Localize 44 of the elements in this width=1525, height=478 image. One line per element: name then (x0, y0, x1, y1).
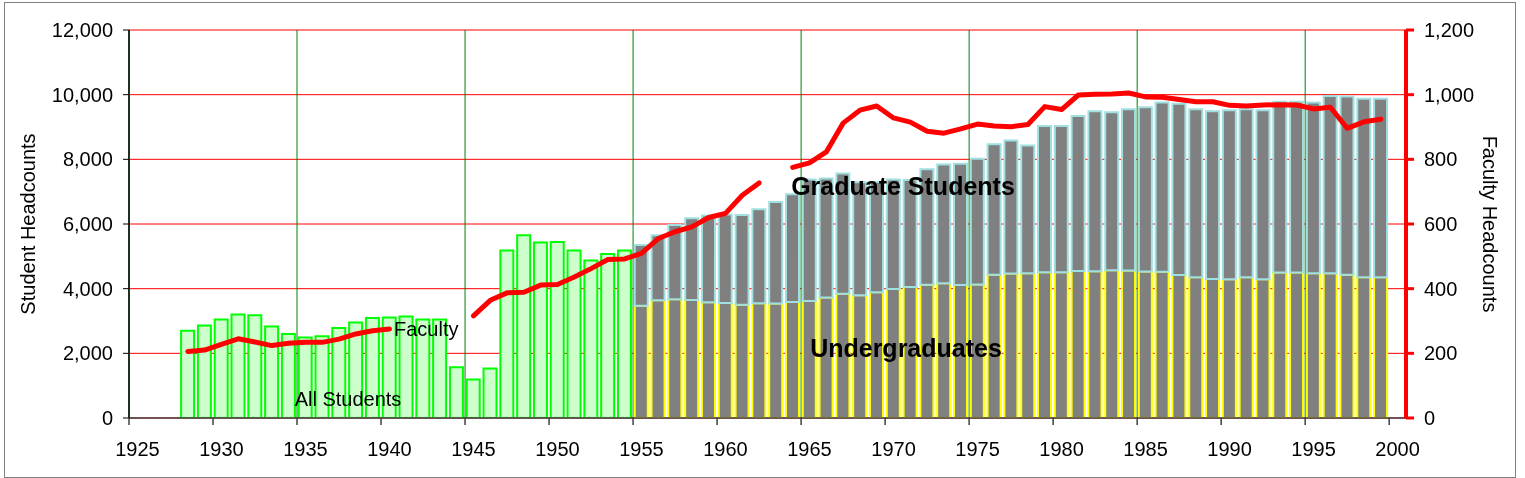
bar (616, 249, 632, 418)
bar (264, 325, 280, 418)
x-tick-label: 1955 (619, 438, 664, 460)
x-tick-label: 1965 (787, 438, 832, 460)
x-tick-label: 2000 (1375, 438, 1420, 460)
y2-tick-label: 200 (1424, 342, 1458, 365)
bar (180, 329, 196, 418)
x-tick-label: 1975 (955, 438, 1000, 460)
bar (549, 241, 565, 418)
y-tick-label: 10,000 (51, 83, 113, 106)
y2-tick-label: 800 (1424, 148, 1458, 171)
x-tick-label: 1970 (871, 438, 916, 460)
bar (516, 234, 532, 418)
y-tick-label: 8,000 (62, 148, 113, 171)
y2-tick-label: 0 (1424, 407, 1436, 429)
x-tick-label: 1985 (1123, 438, 1168, 460)
y-axis-title: Student Headcounts (17, 133, 39, 315)
bar (280, 332, 296, 418)
x-tick-label: 1935 (283, 438, 328, 460)
y-tick-label: 12,000 (51, 19, 113, 42)
x-tick-label: 1990 (1207, 438, 1252, 460)
y2-axis-title: Faculty Headcounts (1479, 135, 1501, 313)
x-tick-label: 1950 (535, 438, 580, 460)
y-tick-label: 0 (101, 407, 113, 430)
y2-tick-label: 1,200 (1424, 19, 1475, 41)
y-tick-label: 2,000 (62, 342, 113, 365)
bar (247, 314, 263, 418)
y-tick-label: 6,000 (62, 213, 113, 236)
x-tick-label: 1960 (703, 438, 748, 460)
bar (532, 241, 548, 418)
bar (196, 324, 212, 418)
bar (600, 253, 616, 418)
y2-tick-label: 400 (1424, 277, 1458, 300)
y-tick-label: 4,000 (62, 277, 113, 300)
bar (448, 366, 464, 418)
y2-tick-label: 600 (1424, 213, 1458, 235)
x-tick-label: 1980 (1039, 438, 1084, 460)
y2-tick-label: 1,000 (1424, 83, 1475, 106)
x-tick-label: 1925 (115, 438, 160, 460)
x-tick-label: 1930 (199, 438, 244, 460)
x-tick-label: 1945 (451, 438, 496, 460)
x-tick-label: 1995 (1291, 438, 1336, 460)
bar (465, 378, 481, 418)
x-tick-label: 1940 (367, 438, 412, 460)
